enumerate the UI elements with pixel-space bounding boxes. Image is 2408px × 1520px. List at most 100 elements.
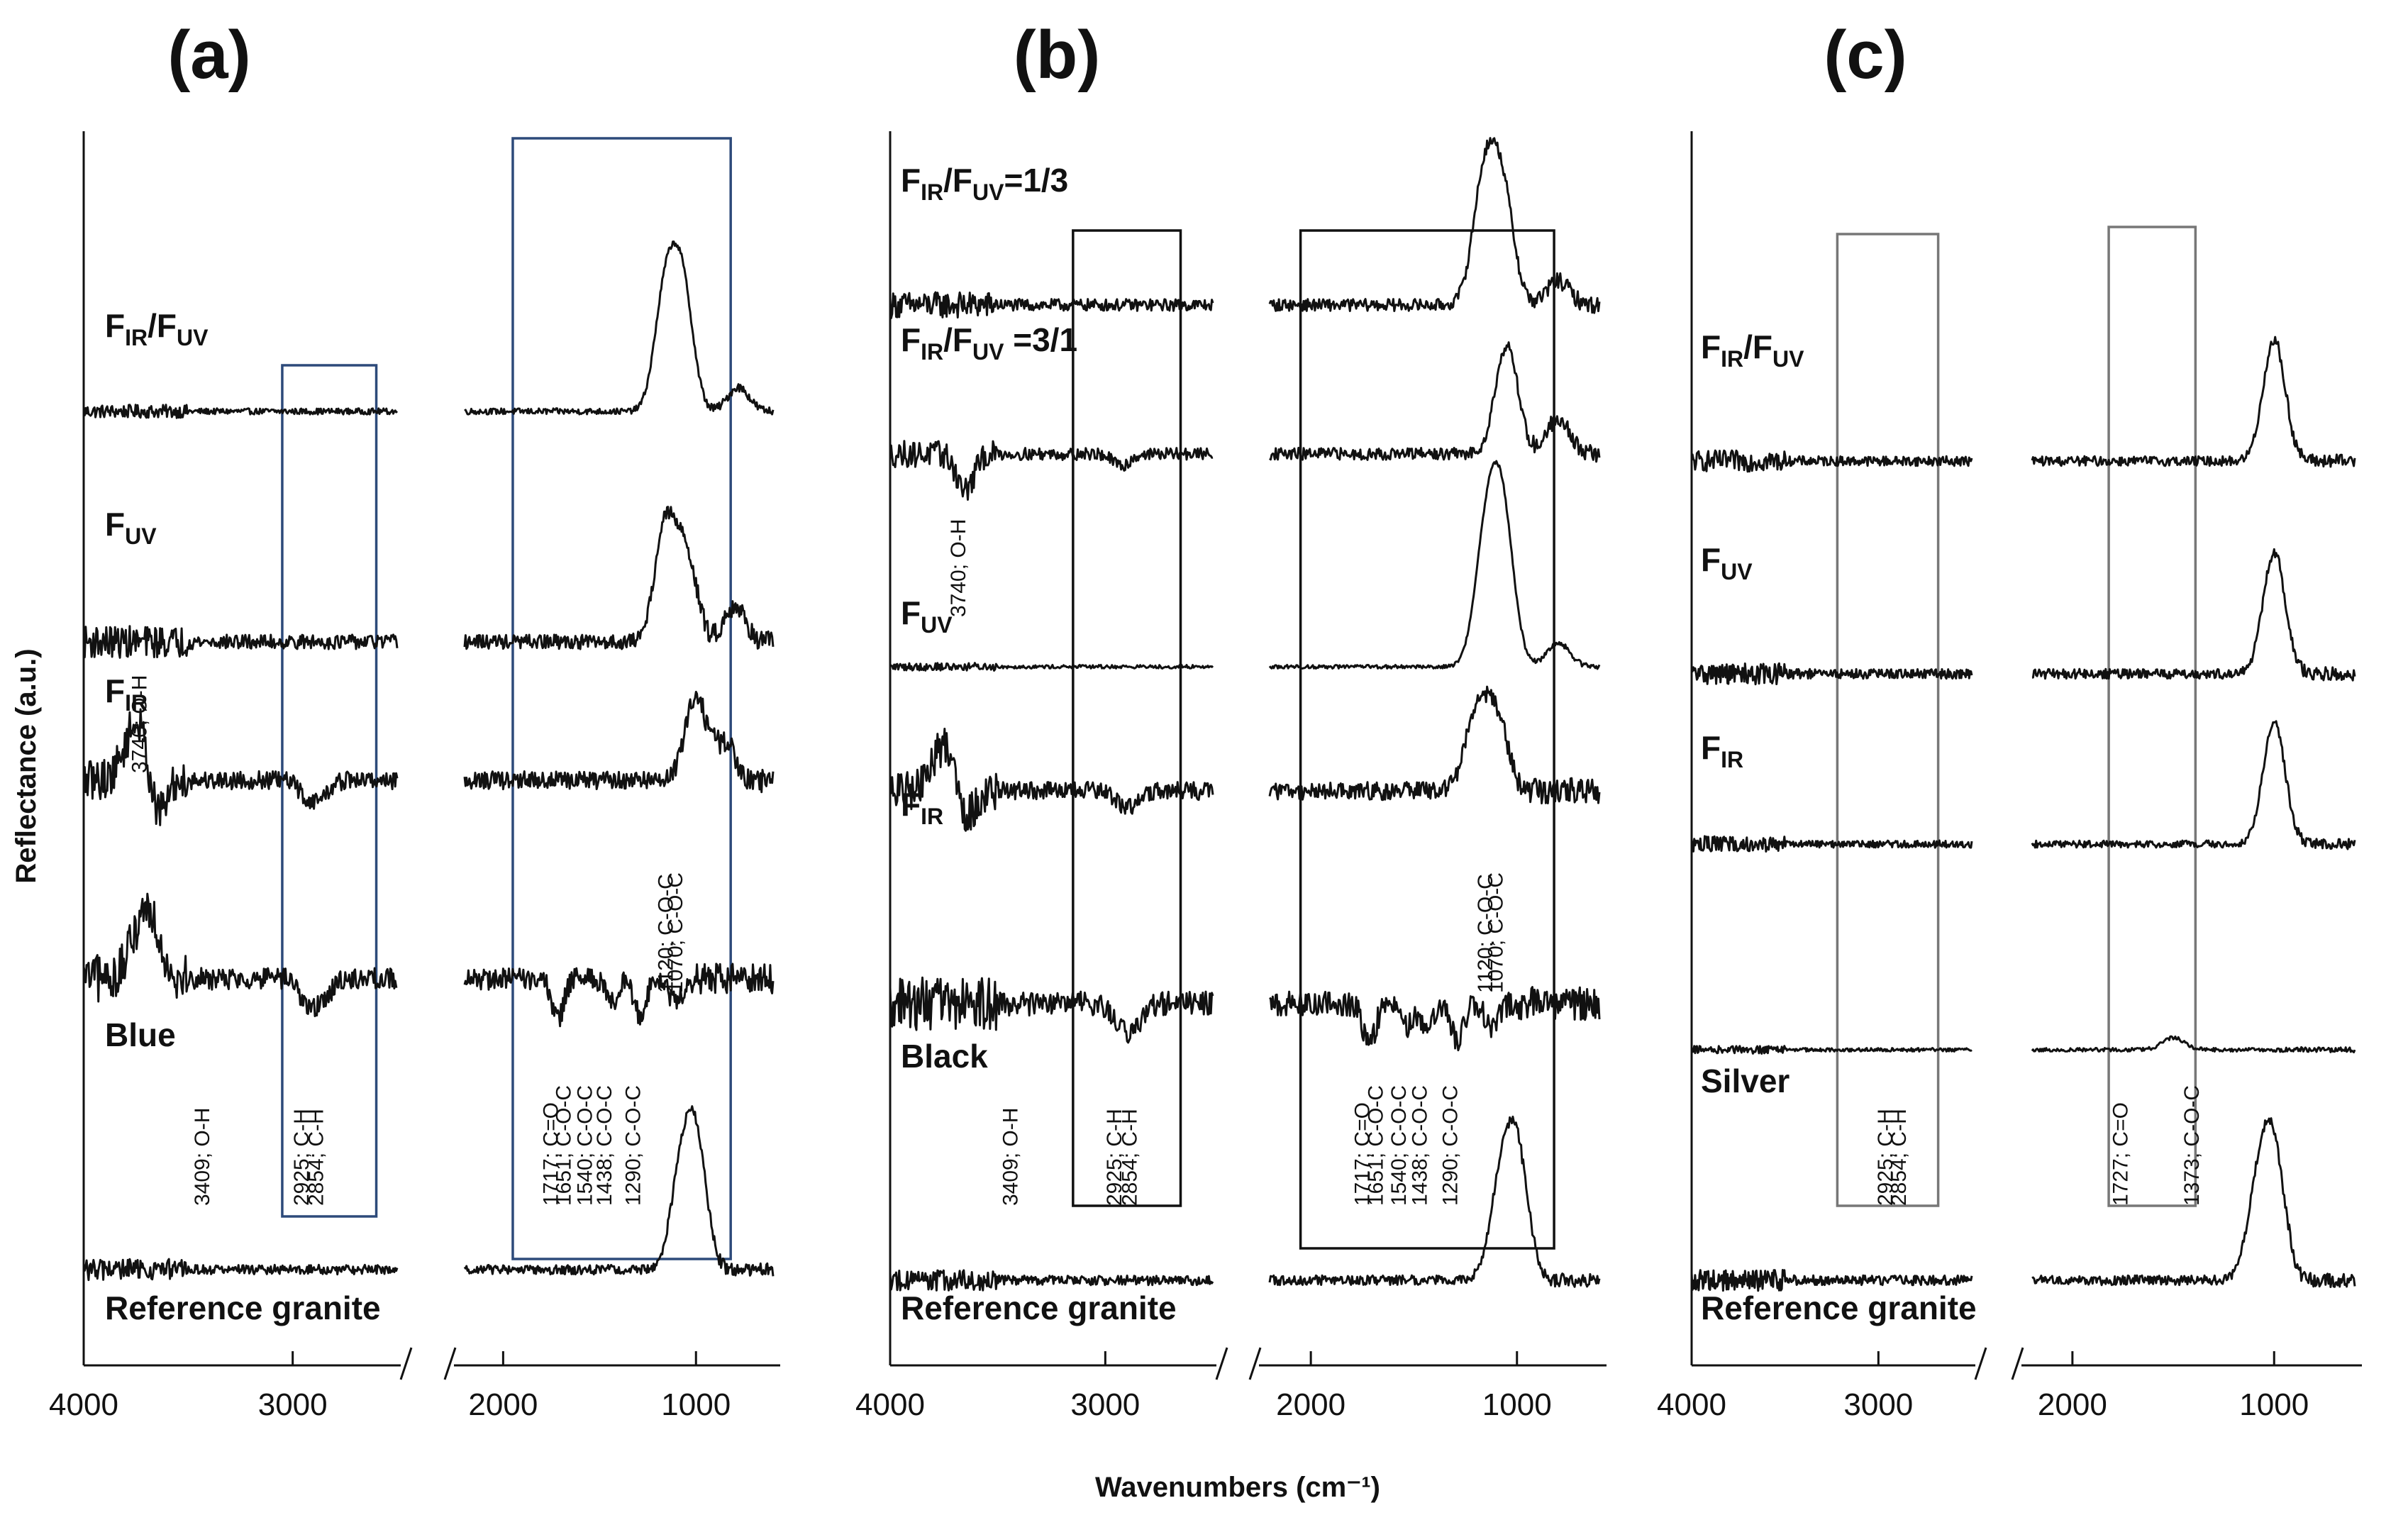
peak-annotation: 2925; C-H <box>1103 1109 1126 1206</box>
highlight-box <box>2107 226 2197 1207</box>
trace-label: FIR/FUV <box>105 307 209 350</box>
spectrum-trace <box>889 440 1214 501</box>
spectrum-trace <box>2031 548 2356 682</box>
spectrum-trace <box>464 240 775 416</box>
spectrum-trace <box>889 662 1214 672</box>
axis-break <box>399 1347 413 1380</box>
spectrum-trace <box>2031 720 2356 850</box>
spectrum-trace <box>82 708 399 826</box>
spectrum-trace <box>463 506 775 650</box>
peak-annotation: 1120; C-O-C <box>655 874 678 993</box>
x-tick-label: 1000 <box>2239 1387 2309 1422</box>
spectrum-trace <box>1690 1269 1973 1292</box>
x-tick-label: 4000 <box>1657 1387 1726 1422</box>
highlight-box <box>1299 229 1555 1250</box>
spectrum-trace <box>463 690 775 794</box>
spectrum-trace <box>463 1105 775 1277</box>
peak-annotation: 2925; C-H <box>1874 1109 1897 1206</box>
trace-label: Reference granite <box>901 1289 1177 1326</box>
peak-annotation: 1651; C-O-C <box>552 1085 575 1206</box>
x-tick-label: 4000 <box>49 1387 118 1422</box>
x-axis-title: Wavenumbers (cm⁻¹) <box>1095 1472 1380 1503</box>
trace-label: Blue <box>105 1016 176 1053</box>
x-tick-label: 3000 <box>258 1387 328 1422</box>
trace-label: FUV <box>901 594 953 638</box>
peak-annotation: 3740; O-H <box>128 675 151 773</box>
spectrum-trace <box>2031 1035 2356 1053</box>
spectrum-trace <box>2031 1117 2356 1288</box>
trace-label: FIR <box>1701 729 1743 772</box>
trace-label: FIR <box>105 672 148 716</box>
peak-annotation: 1438; C-O-C <box>593 1085 616 1206</box>
x-tick-label: 1000 <box>661 1387 731 1422</box>
spectrum-trace <box>2031 335 2356 468</box>
x-tick-label: 3000 <box>1843 1387 1913 1422</box>
spectrum-trace <box>1690 662 1973 686</box>
x-tick-label: 2000 <box>2038 1387 2107 1422</box>
spectrum-trace <box>1268 1115 1601 1288</box>
trace-label: Silver <box>1701 1063 1790 1099</box>
peak-annotation: 1290; C-O-C <box>1439 1085 1463 1206</box>
spectrum-trace <box>1268 137 1601 314</box>
y-axis-title: Reflectance (a.u.) <box>11 648 42 883</box>
axis-break <box>1974 1347 1987 1380</box>
peak-annotation: 2854; C-H <box>305 1109 328 1206</box>
peak-annotation: 1540; C-O-C <box>1387 1085 1411 1206</box>
x-tick-label: 2000 <box>468 1387 538 1422</box>
axis-break <box>2011 1347 2024 1380</box>
highlight-box <box>1072 229 1182 1207</box>
trace-label: Reference granite <box>1701 1289 1977 1326</box>
spectrum-trace <box>82 404 399 419</box>
axis-break <box>1248 1347 1262 1380</box>
panel-label: (b) <box>1014 17 1101 93</box>
spectrum-trace <box>889 976 1214 1044</box>
peak-annotation: 1651; C-O-C <box>1365 1085 1388 1206</box>
x-tick-label: 2000 <box>1276 1387 1346 1422</box>
peak-annotation: 1540; C-O-C <box>573 1085 597 1206</box>
x-tick-label: 3000 <box>1070 1387 1140 1422</box>
peak-annotation: 1717; C=O <box>539 1102 562 1206</box>
peak-annotation: 3409; O-H <box>191 1108 214 1206</box>
spectrum-trace <box>889 1269 1214 1292</box>
panel-1: (b) 4000 3000 2000 1000 FIR/FUV=1/3 FIR/FUV =3… <box>855 17 1607 1422</box>
peak-annotation: 1120; C-O-C <box>1474 874 1497 993</box>
spectrum-trace <box>82 1258 399 1282</box>
highlight-box <box>1836 233 1940 1207</box>
trace-label: Reference granite <box>105 1289 381 1326</box>
peak-annotation: 1717; C=O <box>1350 1102 1374 1206</box>
peak-annotation: 1727; C=O <box>2109 1102 2133 1206</box>
peak-annotation: 2854; C-H <box>1887 1109 1911 1206</box>
panel-0: (a) 4000 3000 2000 1000 FIR/FUV FUV FIR Blue Refe… <box>49 17 780 1422</box>
panel-label: (c) <box>1824 17 1907 93</box>
spectrum-trace <box>1268 685 1601 805</box>
axis-break <box>443 1347 457 1380</box>
peak-annotation: 1373; C-O-C <box>2180 1085 2204 1206</box>
x-tick-label: 1000 <box>1482 1387 1552 1422</box>
peak-annotation: 3409; O-H <box>999 1108 1022 1206</box>
spectrum-trace <box>889 728 1214 832</box>
spectrum-trace <box>1269 986 1601 1052</box>
trace-label: FIR/FUV =3/1 <box>901 321 1077 365</box>
axis-break <box>1215 1347 1228 1380</box>
peak-annotation: 1438; C-O-C <box>1409 1085 1432 1206</box>
trace-label: FIR <box>901 786 943 829</box>
peak-annotation: 2854; C-H <box>1119 1109 1142 1206</box>
spectrum-trace <box>1690 1045 1973 1055</box>
x-tick-label: 4000 <box>855 1387 925 1422</box>
spectrum-trace <box>1691 449 1973 473</box>
trace-label: FIR/FUV <box>1701 328 1804 372</box>
highlight-box <box>511 137 732 1260</box>
panel-2: (c) 4000 3000 2000 1000 FIR/FUV FUV FIR Silver Re… <box>1657 17 2362 1422</box>
highlight-box <box>281 364 378 1218</box>
spectrum-trace <box>82 625 399 659</box>
spectrum-trace <box>1268 341 1601 463</box>
trace-label: Black <box>901 1038 988 1075</box>
peak-annotation: 3740; O-H <box>947 519 970 617</box>
spectrum-trace <box>1268 460 1601 670</box>
peak-annotation: 1070; C-O-C <box>1484 872 1507 993</box>
peak-annotation: 1290; C-O-C <box>621 1085 645 1206</box>
trace-label: FUV <box>1701 541 1753 584</box>
trace-label: FUV <box>105 506 157 549</box>
spectrum-trace <box>82 892 398 1018</box>
